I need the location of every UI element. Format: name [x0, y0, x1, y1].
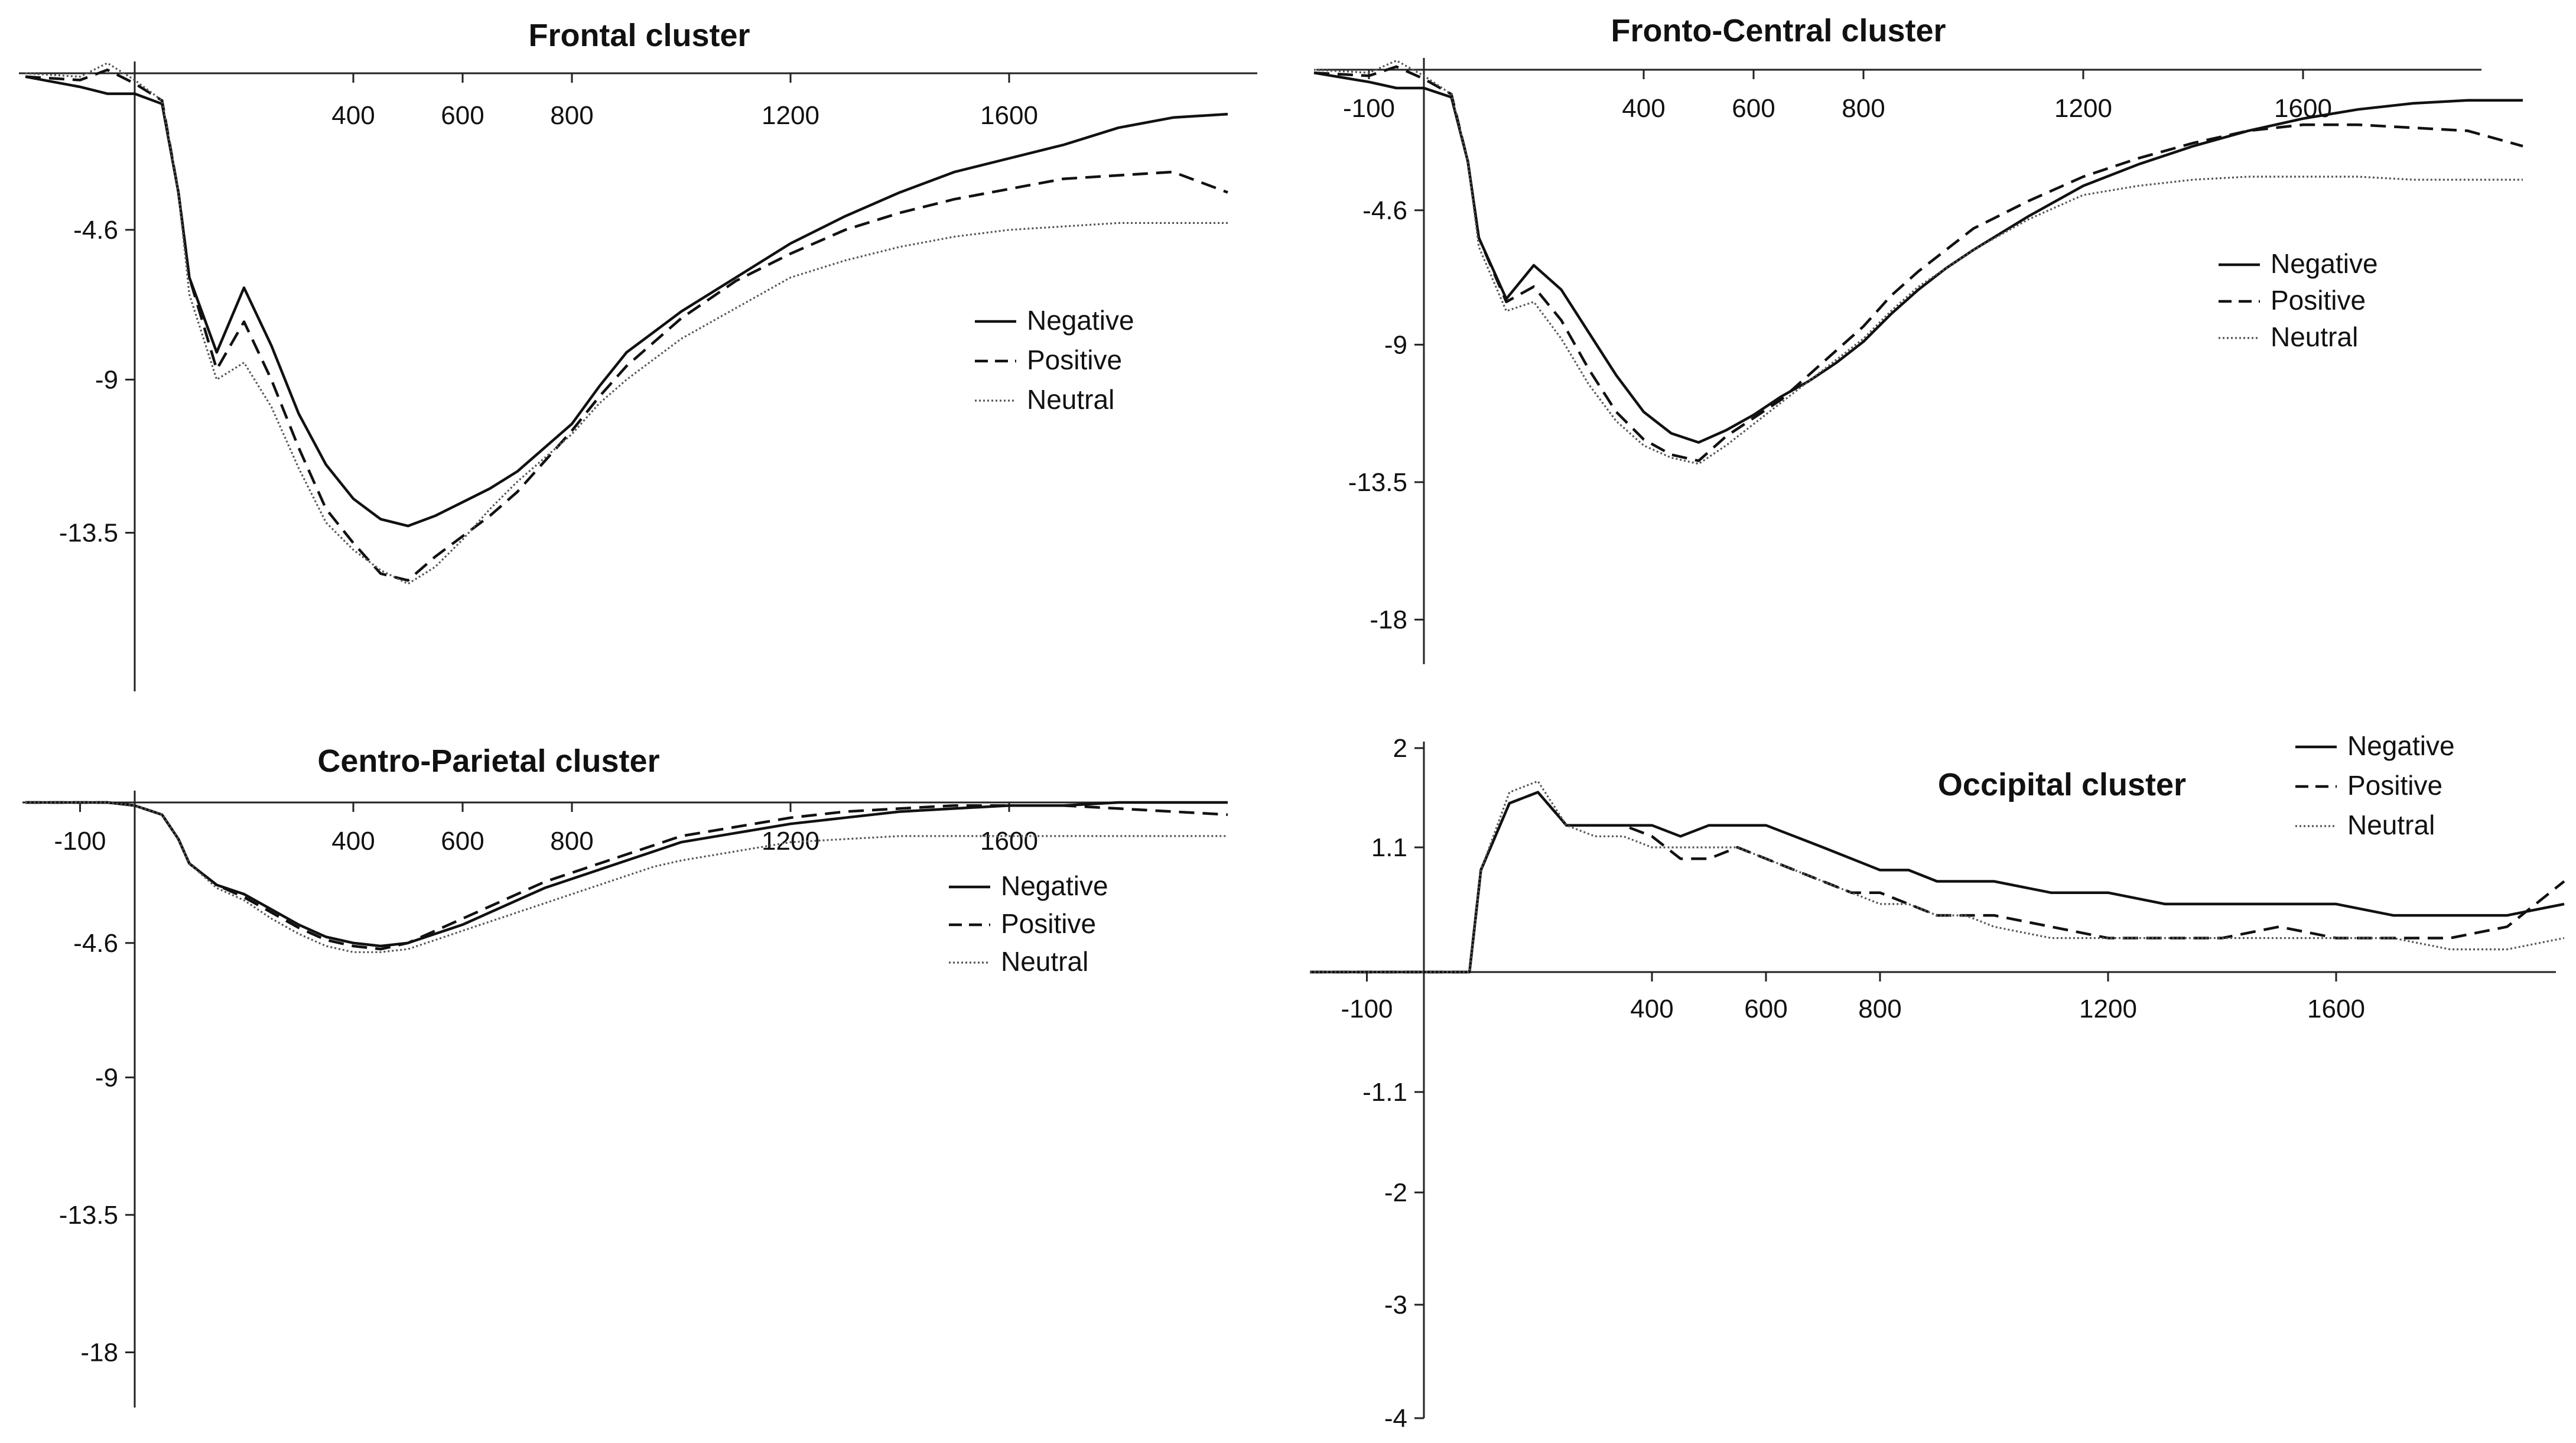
x-tick-label: 800: [550, 101, 593, 130]
series-line-positive: [25, 801, 1228, 951]
y-tick-label: -9: [95, 1063, 118, 1092]
series-line-negative: [25, 75, 1228, 528]
y-tick-label: -4.6: [1362, 196, 1407, 225]
y-tick-label: -13.5: [1348, 468, 1407, 497]
y-tick-label: -13.5: [59, 519, 118, 548]
legend-label-negative: Negative: [2347, 730, 2455, 761]
x-tick-label: 1200: [2054, 94, 2112, 123]
x-tick-label: 600: [441, 101, 484, 130]
x-tick-label: -100: [54, 827, 106, 856]
y-tick-label: -18: [80, 1338, 118, 1367]
y-tick-label: -3: [1384, 1291, 1407, 1320]
x-tick-label: 400: [331, 827, 375, 856]
chart-title: Centro-Parietal cluster: [317, 743, 659, 779]
legend-label-positive: Positive: [1027, 344, 1122, 375]
x-tick-label: 400: [331, 101, 375, 130]
frontal-cluster-panel: Frontal cluster 400 600 800 1200 1600 -4.6 -9 -1…: [19, 18, 1257, 691]
x-tick-label: 600: [1744, 994, 1787, 1023]
x-tick-label: 800: [1842, 94, 1885, 123]
y-tick-label: -9: [95, 365, 118, 394]
x-tick-label: 800: [550, 827, 593, 856]
series-line-negative: [25, 801, 1228, 948]
y-tick-label: -13.5: [59, 1201, 118, 1230]
y-tick-label: -18: [1370, 606, 1407, 635]
series-line-neutral: [25, 62, 1228, 585]
legend-label-positive: Positive: [2271, 285, 2366, 316]
x-tick-label: 400: [1622, 94, 1665, 123]
x-tick-label: 600: [1732, 94, 1775, 123]
y-tick-label: 2: [1393, 734, 1407, 763]
series-line-neutral: [1310, 780, 2565, 973]
x-tick-label: 1200: [762, 101, 819, 130]
x-tick-label: 800: [1858, 994, 1901, 1023]
y-tick-label: 1.1: [1371, 833, 1407, 862]
legend-label-negative: Negative: [1027, 305, 1134, 336]
x-tick-label: 1200: [762, 827, 819, 856]
chart-title: Occipital cluster: [1938, 767, 2186, 802]
y-tick-label: -4.6: [73, 929, 118, 958]
series-line-neutral: [25, 801, 1228, 953]
x-tick-label: 1600: [2307, 994, 2365, 1023]
legend-label-negative: Negative: [2271, 248, 2378, 279]
legend-label-positive: Positive: [1001, 908, 1096, 939]
x-tick-label: 1600: [980, 827, 1038, 856]
y-tick-label: -4.6: [73, 216, 118, 245]
legend-label-neutral: Neutral: [1027, 384, 1114, 415]
x-tick-label: 400: [1630, 994, 1673, 1023]
y-tick-label: -1.1: [1362, 1078, 1407, 1107]
chart-title: Frontal cluster: [528, 18, 750, 53]
series-line-positive: [25, 68, 1228, 582]
legend-label-neutral: Neutral: [2271, 321, 2358, 352]
legend-label-negative: Negative: [1001, 870, 1108, 901]
legend-label-neutral: Neutral: [1001, 946, 1088, 977]
chart-title: Fronto-Central cluster: [1611, 13, 1946, 48]
y-tick-label: -9: [1384, 330, 1407, 359]
centro-parietal-cluster-panel: Centro-Parietal cluster -100 400 600 800 1200…: [22, 743, 1228, 1408]
fronto-central-cluster-panel: Fronto-Central cluster-100 400 600 800 1200 1…: [1313, 13, 2523, 664]
legend-label-neutral: Neutral: [2347, 810, 2435, 840]
x-tick-label: -100: [1343, 94, 1395, 123]
legend-label-positive: Positive: [2347, 770, 2442, 801]
occipital-cluster-panel: Occipital cluster -100 400 600 800 1200 1600 2 1…: [1310, 730, 2565, 1433]
x-tick-label: 1600: [980, 101, 1038, 130]
y-tick-label: -2: [1384, 1178, 1407, 1207]
x-tick-label: -100: [1341, 994, 1393, 1023]
x-tick-label: 1200: [2079, 994, 2137, 1023]
x-tick-label: 600: [441, 827, 484, 856]
y-tick-label: -4: [1384, 1404, 1407, 1433]
